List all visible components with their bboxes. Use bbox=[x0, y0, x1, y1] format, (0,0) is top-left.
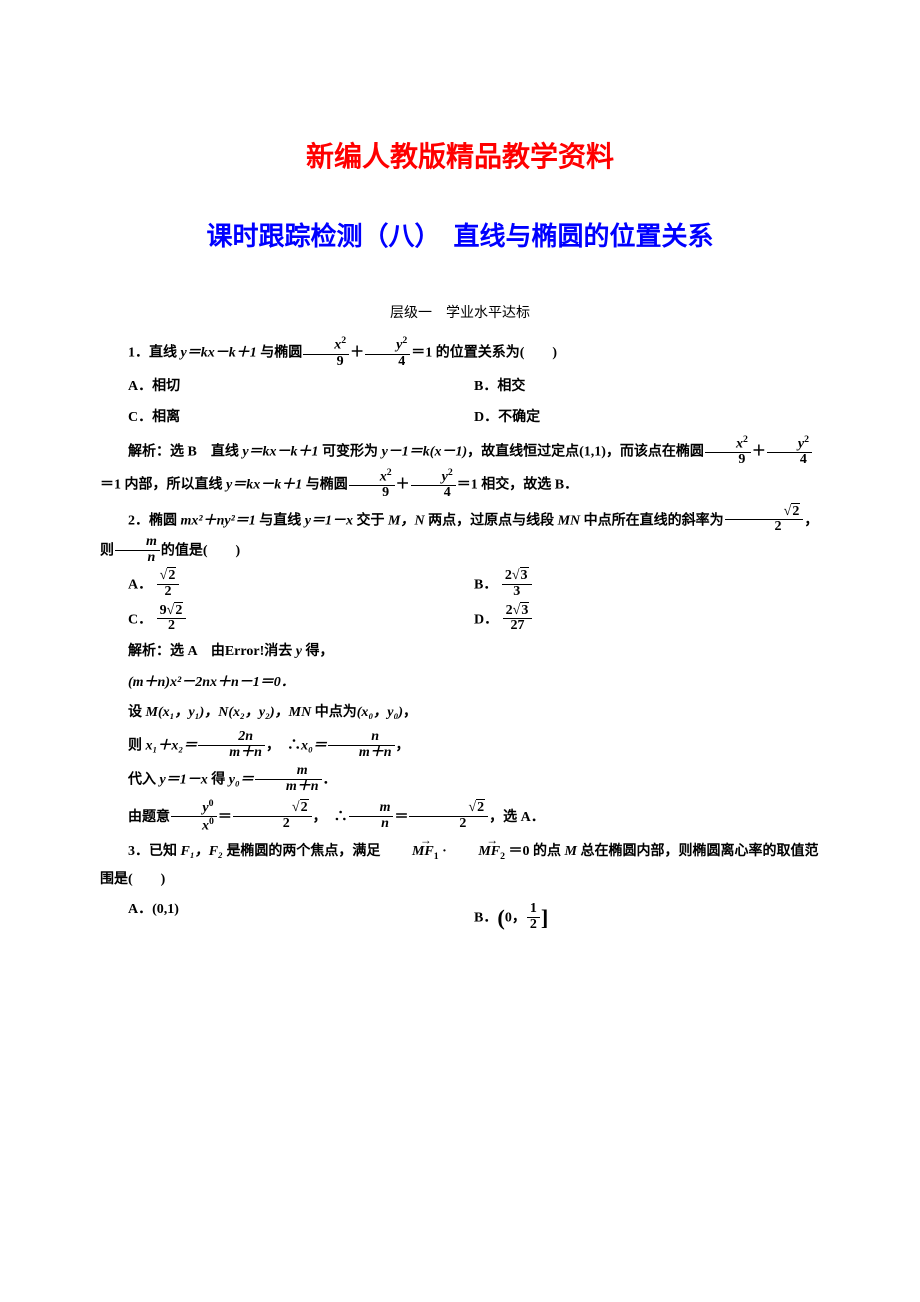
q1-f1-d: 9 bbox=[303, 355, 349, 370]
q2-options-row2: C． 922 D． 2327 bbox=[128, 605, 820, 635]
q2-optD: D． 2327 bbox=[474, 605, 820, 635]
vector-mf1: MF1 bbox=[384, 839, 439, 866]
q1-optD: D．不确定 bbox=[474, 405, 820, 432]
q3-stem: 3．已知 F₁，F₂ 是椭圆的两个焦点，满足 MF1 · MF2 ＝0 的点 M… bbox=[100, 839, 820, 893]
q3-num: 3． bbox=[128, 844, 149, 859]
q1-sol1c: ，故直线恒过定点 bbox=[467, 444, 579, 459]
q3-options-row1: A．(0,1) B．(0，12] bbox=[128, 897, 820, 940]
q1-mid: 与椭圆 bbox=[257, 346, 303, 361]
sub-heading: 课时跟踪检测（八） 直线与椭圆的位置关系 bbox=[100, 203, 820, 271]
q1-sol1d: ，而该点在椭圆 bbox=[606, 444, 704, 459]
q3-optB: B．(0，12] bbox=[474, 897, 820, 940]
q1-line: y＝kx－k＋1 bbox=[181, 346, 257, 361]
q1-sol1b: 可变形为 bbox=[319, 444, 382, 459]
q2-stem: 2．椭圆 mx²＋ny²＝1 与直线 y＝1－x 交于 M，N 两点，过原点与线… bbox=[100, 506, 820, 567]
q1-solution: 解析：选 B 直线 y＝kx－k＋1 可变形为 y－1＝k(x－1)，故直线恒过… bbox=[100, 436, 820, 502]
q2-options-row1: A． 22 B． 233 bbox=[128, 570, 820, 600]
q1-sol-point: (1,1) bbox=[579, 444, 606, 459]
q3-optA: A．(0,1) bbox=[128, 897, 474, 940]
q1-sol-label: 解析： bbox=[128, 444, 170, 459]
q1-sol1e: ＝1 内部，所以直线 bbox=[100, 477, 226, 492]
q1-sol-pick: 选 B bbox=[170, 444, 211, 459]
q1-options-row1: A．相切 B．相交 bbox=[128, 374, 820, 401]
q1-options-row2: C．相离 D．不确定 bbox=[128, 405, 820, 432]
q1-optC: C．相离 bbox=[128, 405, 474, 432]
q2-num: 2． bbox=[128, 513, 149, 528]
q1-sol1f: 与椭圆 bbox=[302, 477, 348, 492]
q1-sol1a: 直线 bbox=[211, 444, 243, 459]
vector-mf2: MF2 bbox=[450, 839, 505, 866]
q1-sol-line2: y－1＝k(x－1) bbox=[382, 444, 468, 459]
q1-f2-d: 4 bbox=[365, 355, 410, 370]
q2-sol-line2: (m＋n)x²－2nx＋n－1＝0． bbox=[100, 670, 820, 697]
q2-sol-line4: 则 x₁＋x₂＝2nm＋n， ∴x₀＝nm＋n， bbox=[100, 731, 820, 761]
q2-optA: A． 22 bbox=[128, 570, 474, 600]
q1-sol1g: ＝1 相交，故选 B． bbox=[457, 477, 578, 492]
main-heading: 新编人教版精品教学资料 bbox=[100, 130, 820, 183]
q2-sol-line3: 设 M(x₁，y₁)，N(x₂，y₂)，MN 中点为(x₀，y₀)， bbox=[100, 700, 820, 727]
q2-optB: B． 233 bbox=[474, 570, 820, 600]
q1-pre: 直线 bbox=[149, 346, 181, 361]
level-label: 层级一 学业水平达标 bbox=[100, 301, 820, 328]
q1-stem: 1．直线 y＝kx－k＋1 与椭圆x29＋y24＝1 的位置关系为( ) bbox=[100, 337, 820, 370]
q2-sol-line5: 代入 y＝1－x 得 y₀＝mm＋n． bbox=[100, 765, 820, 795]
q1-optB: B．相交 bbox=[474, 374, 820, 401]
q1-sol-line: y＝kx－k＋1 bbox=[242, 444, 318, 459]
q1-optA: A．相切 bbox=[128, 374, 474, 401]
q1-num: 1． bbox=[128, 346, 149, 361]
q1-tail: ＝1 的位置关系为( ) bbox=[411, 346, 557, 361]
q2-sol-line1: 解析：选 A 由Error!消去 y 得， bbox=[100, 639, 820, 666]
q2-optC: C． 922 bbox=[128, 605, 474, 635]
